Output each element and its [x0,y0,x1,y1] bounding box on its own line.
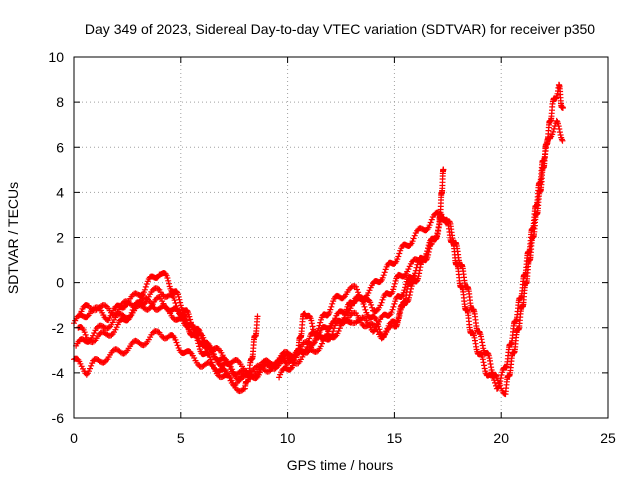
y-tick-label: 0 [56,275,64,291]
x-tick-label: 15 [387,430,403,446]
y-tick-label: 6 [56,139,64,155]
x-tick-label: 5 [177,430,185,446]
y-tick-label: -6 [52,410,65,426]
x-tick-label: 0 [70,430,78,446]
y-tick-label: -2 [52,320,65,336]
chart-title: Day 349 of 2023, Sidereal Day-to-day VTE… [85,21,595,37]
tick-labels: 0 5 10 15 20 25 -6 -4 -2 0 2 4 6 8 10 [48,49,616,446]
y-tick-label: 2 [56,230,64,246]
y-tick-label: 8 [56,94,64,110]
data-points [71,81,566,398]
series-markers [276,240,435,381]
series-markers [77,166,447,376]
x-tick-label: 25 [600,430,616,446]
x-axis-label: GPS time / hours [287,457,394,473]
series-markers [73,81,566,398]
y-tick-label: 4 [56,184,64,200]
y-tick-label: 10 [48,49,64,65]
y-tick-label: -4 [52,365,65,381]
series-track-b [73,81,566,398]
y-axis-label: SDTVAR / TECUs [5,182,21,294]
series-track-f [276,240,435,381]
tick-marks [73,56,609,419]
x-tick-label: 10 [280,430,296,446]
x-tick-label: 20 [493,430,509,446]
series-track-e [77,166,447,376]
